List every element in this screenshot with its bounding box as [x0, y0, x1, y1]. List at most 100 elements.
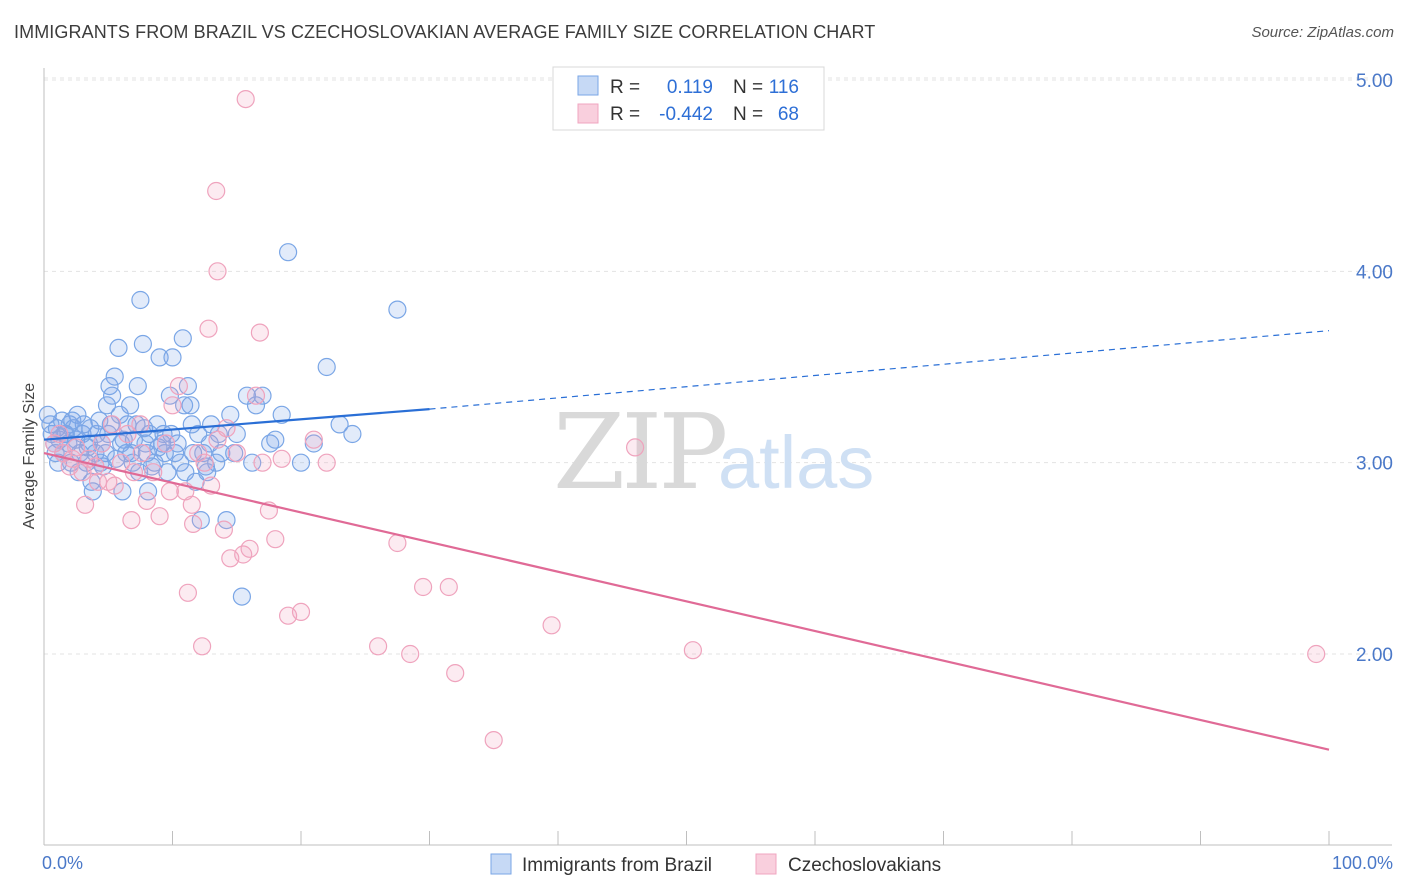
point-brazil	[291, 453, 311, 472]
point-czech	[214, 520, 233, 539]
point-czech	[317, 453, 336, 472]
point-brazil	[243, 453, 262, 472]
point-czech	[150, 507, 169, 526]
y-tick-label: 4.00	[1356, 262, 1393, 283]
point-brazil	[163, 348, 182, 367]
series-legend-swatch-brazil	[490, 853, 512, 875]
y-axis-label: Average Family Size	[21, 383, 38, 530]
point-brazil	[133, 334, 152, 354]
point-brazil	[83, 482, 102, 501]
y-tick-labels: 5.00 4.00 3.00 2.00	[1356, 71, 1393, 666]
point-brazil	[317, 357, 336, 377]
point-czech	[272, 449, 291, 468]
point-czech	[102, 415, 122, 434]
legend-n-label-czech: N =	[733, 104, 763, 125]
point-brazil	[173, 329, 192, 348]
point-brazil	[150, 348, 169, 367]
point-czech	[369, 637, 388, 656]
gridlines	[44, 77, 1392, 655]
chart-title: IMMIGRANTS FROM BRAZIL VS CZECHOSLOVAKIA…	[14, 22, 876, 42]
y-tick-label: 5.00	[1356, 71, 1393, 92]
point-czech	[253, 453, 272, 472]
point-czech	[132, 444, 151, 463]
point-brazil	[227, 424, 246, 444]
point-brazil	[96, 444, 115, 463]
axes	[43, 68, 1392, 846]
y-tick-label: 2.00	[1356, 645, 1393, 666]
point-czech	[88, 472, 108, 491]
point-brazil	[105, 367, 124, 386]
x-ticks	[43, 831, 1330, 845]
point-czech	[304, 430, 323, 449]
point-czech	[625, 438, 645, 457]
trend-line-czech	[43, 452, 1330, 751]
point-czech	[199, 319, 218, 338]
point-czech	[266, 530, 285, 549]
point-czech	[246, 386, 266, 405]
point-brazil	[131, 290, 150, 310]
point-brazil	[246, 396, 266, 415]
point-czech	[160, 482, 179, 501]
watermark-atlas: atlas	[718, 421, 874, 504]
legend-r-label-brazil: R =	[610, 77, 640, 98]
legend-swatch-czech	[577, 103, 599, 124]
point-czech	[66, 438, 86, 457]
point-brazil	[343, 424, 362, 444]
point-brazil	[279, 243, 298, 262]
point-czech	[122, 510, 141, 530]
point-brazil	[304, 434, 323, 453]
point-brazil	[388, 300, 407, 319]
point-czech	[208, 262, 227, 281]
point-czech	[75, 495, 95, 514]
point-czech	[236, 89, 255, 109]
chart-source: Source: ZipAtlas.com	[1251, 24, 1394, 41]
point-brazil	[63, 411, 82, 430]
point-czech	[250, 323, 269, 342]
point-brazil	[253, 386, 272, 405]
watermark: ZIP atlas	[553, 391, 874, 513]
point-czech	[189, 444, 208, 463]
point-brazil	[117, 444, 136, 463]
point-czech	[182, 495, 201, 514]
point-brazil	[97, 396, 117, 415]
point-czech	[195, 453, 214, 472]
point-czech	[207, 181, 226, 201]
point-czech	[414, 577, 433, 597]
point-czech	[217, 419, 236, 438]
point-czech	[137, 491, 156, 510]
point-czech	[169, 377, 188, 396]
point-brazil	[232, 587, 251, 606]
point-brazil	[137, 444, 156, 463]
point-brazil	[139, 482, 158, 501]
point-czech	[178, 583, 197, 602]
legend-swatch-brazil	[577, 75, 599, 96]
x-tick-label-min: 0.0%	[42, 853, 83, 873]
legend-r-label-czech: R =	[610, 104, 640, 125]
point-brazil	[221, 405, 240, 424]
point-czech	[193, 637, 212, 656]
point-czech	[1307, 644, 1326, 664]
legend-n-value-brazil: 116	[769, 77, 799, 98]
point-czech	[157, 434, 176, 453]
point-brazil	[171, 453, 190, 472]
series-legend: Immigrants from Brazil Czechoslovakians	[490, 853, 941, 876]
point-brazil	[202, 415, 221, 434]
series-legend-label-brazil: Immigrants from Brazil	[522, 855, 712, 876]
point-brazil	[68, 405, 87, 424]
point-brazil	[194, 444, 213, 463]
series-legend-label-czech: Czechoslovakians	[788, 855, 941, 876]
legend-n-value-czech: 68	[778, 104, 799, 125]
point-brazil	[109, 338, 128, 357]
legend-r-value-czech: -0.442	[659, 104, 713, 125]
point-czech	[163, 396, 182, 415]
point-brazil	[110, 405, 129, 424]
point-czech	[105, 476, 124, 495]
trend-line-brazil-extension	[429, 330, 1330, 410]
legend-r-value-brazil: 0.119	[667, 77, 713, 98]
point-brazil	[181, 396, 200, 415]
point-brazil	[266, 430, 285, 449]
point-brazil	[182, 415, 201, 434]
point-czech	[542, 616, 561, 635]
trend-line-brazil	[43, 407, 430, 441]
